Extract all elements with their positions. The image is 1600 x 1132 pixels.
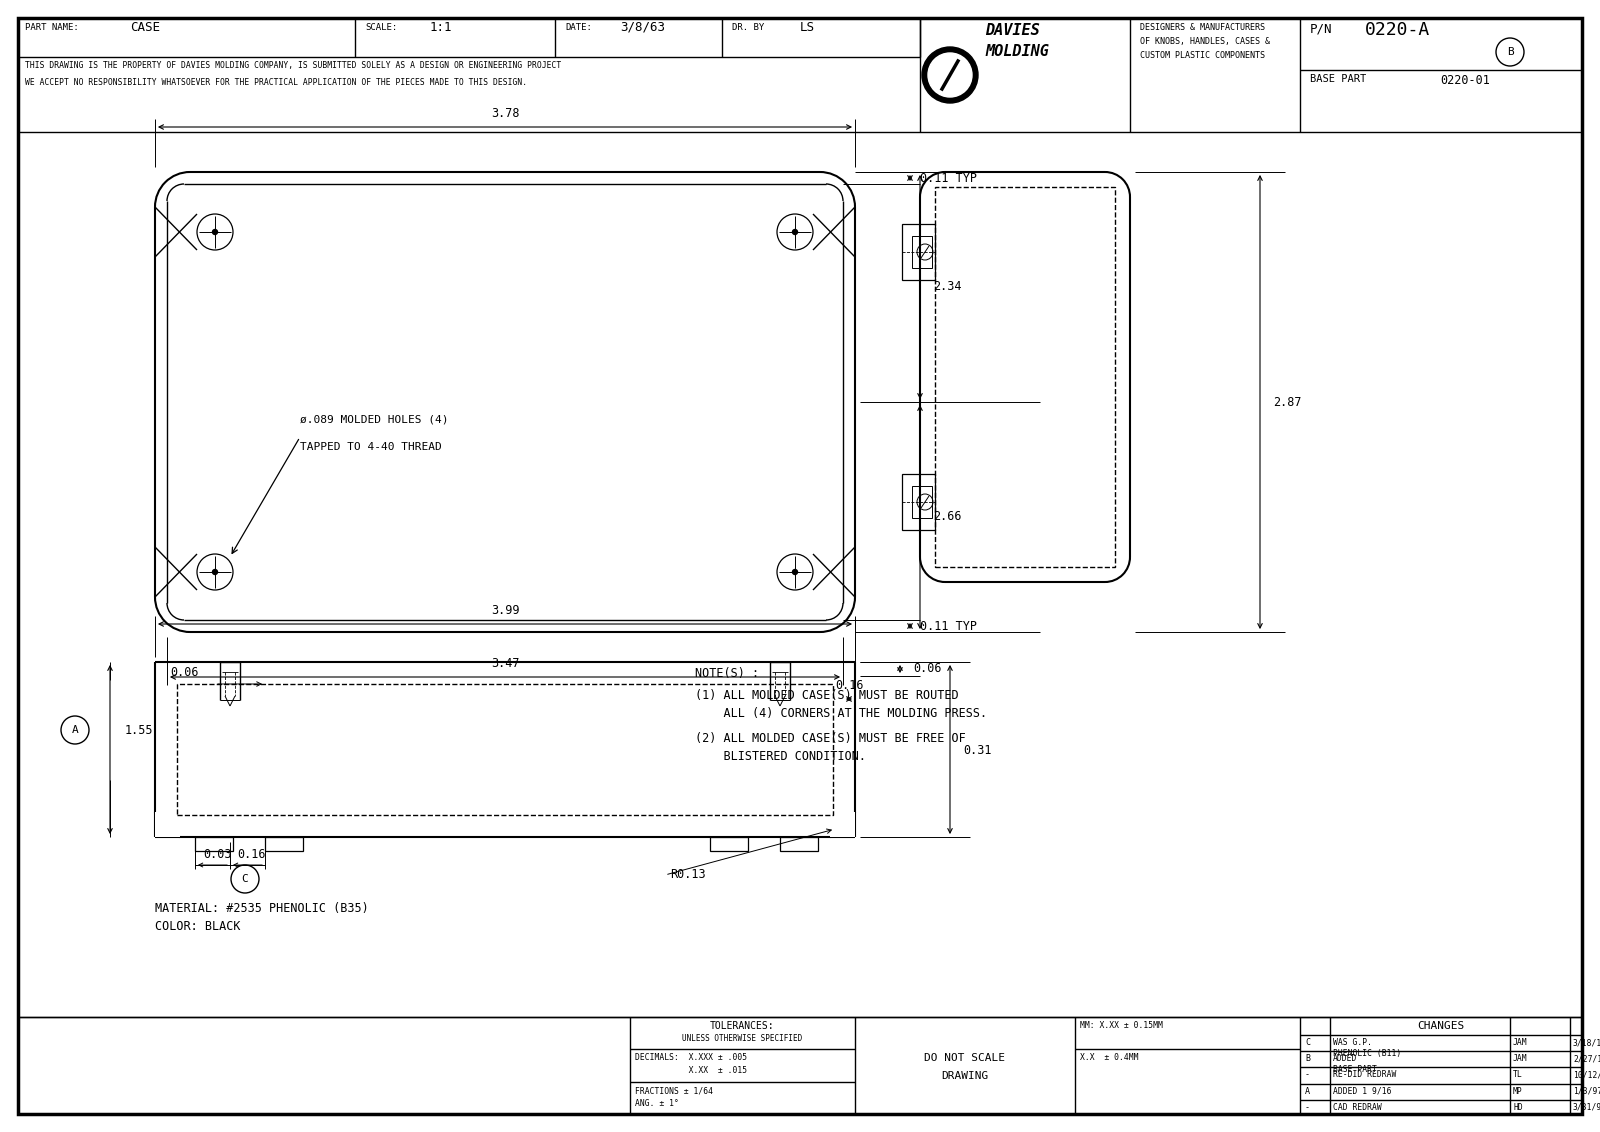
Bar <box>178 684 834 815</box>
Text: 0.06: 0.06 <box>170 666 198 679</box>
Text: A: A <box>72 724 78 735</box>
Bar <box>266 837 302 851</box>
Text: OF KNOBS, HANDLES, CASES &: OF KNOBS, HANDLES, CASES & <box>1139 37 1270 46</box>
Text: LS: LS <box>800 22 814 34</box>
Bar <box>902 224 934 280</box>
Text: BASE PART: BASE PART <box>1310 74 1366 84</box>
Text: ADDED 1 9/16: ADDED 1 9/16 <box>1333 1087 1392 1096</box>
Bar <box>155 812 179 837</box>
Text: PHENOLIC (B11): PHENOLIC (B11) <box>1333 1049 1402 1058</box>
Text: 2.87: 2.87 <box>1274 395 1301 409</box>
Text: 0220-01: 0220-01 <box>1440 74 1490 87</box>
Bar <box>710 837 749 851</box>
Text: DAVIES: DAVIES <box>986 23 1040 38</box>
Text: MM: X.XX ± 0.15MM: MM: X.XX ± 0.15MM <box>1080 1021 1163 1030</box>
Text: NOTE(S) :: NOTE(S) : <box>694 667 758 680</box>
Text: C: C <box>242 874 248 884</box>
Text: 2/27/14: 2/27/14 <box>1573 1054 1600 1063</box>
Text: CHANGES: CHANGES <box>1418 1021 1464 1031</box>
Text: HD: HD <box>1514 1103 1523 1112</box>
Circle shape <box>928 53 973 97</box>
Text: 3.99: 3.99 <box>491 604 520 617</box>
Text: 3.78: 3.78 <box>491 108 520 120</box>
Text: CASE: CASE <box>130 22 160 34</box>
Text: DESIGNERS & MANUFACTURERS: DESIGNERS & MANUFACTURERS <box>1139 23 1266 32</box>
Text: B: B <box>1507 48 1514 57</box>
Circle shape <box>213 569 218 575</box>
Text: 3/18/16: 3/18/16 <box>1573 1038 1600 1047</box>
Circle shape <box>922 48 978 103</box>
Text: 0.31: 0.31 <box>963 744 992 756</box>
Bar <box>830 812 854 837</box>
Text: 0.11 TYP: 0.11 TYP <box>920 172 978 185</box>
Text: 3/8/63: 3/8/63 <box>621 22 666 34</box>
Text: 0.11 TYP: 0.11 TYP <box>920 619 978 633</box>
Text: 0.16: 0.16 <box>238 848 266 861</box>
Text: 1:1: 1:1 <box>430 22 453 34</box>
Text: BLISTERED CONDITION.: BLISTERED CONDITION. <box>694 751 866 763</box>
Text: COLOR: BLACK: COLOR: BLACK <box>155 920 240 933</box>
Text: 1.55: 1.55 <box>125 723 154 737</box>
Text: SCALE:: SCALE: <box>365 23 397 32</box>
Text: 0.03: 0.03 <box>203 848 232 861</box>
Bar <box>781 837 818 851</box>
Text: PART NAME:: PART NAME: <box>26 23 78 32</box>
Text: -: - <box>1306 1103 1310 1112</box>
Text: MP: MP <box>1514 1087 1523 1096</box>
Text: THIS DRAWING IS THE PROPERTY OF DAVIES MOLDING COMPANY, IS SUBMITTED SOLELY AS A: THIS DRAWING IS THE PROPERTY OF DAVIES M… <box>26 61 562 70</box>
Text: WAS G.P.: WAS G.P. <box>1333 1038 1373 1047</box>
Text: 3/31/95: 3/31/95 <box>1573 1103 1600 1112</box>
Text: B: B <box>1306 1054 1310 1063</box>
Text: ALL (4) CORNERS AT THE MOLDING PRESS.: ALL (4) CORNERS AT THE MOLDING PRESS. <box>694 708 987 720</box>
Text: 0220-A: 0220-A <box>1365 22 1430 38</box>
Text: CAD REDRAW: CAD REDRAW <box>1333 1103 1382 1112</box>
Text: RE-DID REDRAW: RE-DID REDRAW <box>1333 1071 1397 1079</box>
Text: 2.34: 2.34 <box>933 281 962 293</box>
Text: (2) ALL MOLDED CASE(S) MUST BE FREE OF: (2) ALL MOLDED CASE(S) MUST BE FREE OF <box>694 732 966 745</box>
Text: 0.06: 0.06 <box>914 662 941 676</box>
Text: X.XX  ± .015: X.XX ± .015 <box>635 1066 747 1075</box>
Text: BASE PART: BASE PART <box>1333 1065 1378 1074</box>
Text: 1/3/97: 1/3/97 <box>1573 1087 1600 1096</box>
Text: ø.089 MOLDED HOLES (4): ø.089 MOLDED HOLES (4) <box>301 415 448 424</box>
Text: C: C <box>1306 1038 1310 1047</box>
Text: MATERIAL: #2535 PHENOLIC (B35): MATERIAL: #2535 PHENOLIC (B35) <box>155 902 368 915</box>
Text: DECIMALS:  X.XXX ± .005: DECIMALS: X.XXX ± .005 <box>635 1053 747 1062</box>
Text: 2.66: 2.66 <box>933 511 962 523</box>
Text: DATE:: DATE: <box>565 23 592 32</box>
Text: X.X  ± 0.4MM: X.X ± 0.4MM <box>1080 1053 1139 1062</box>
Text: -: - <box>1306 1071 1310 1079</box>
Bar <box>912 235 931 268</box>
Text: JAM: JAM <box>1514 1054 1528 1063</box>
Text: (1) ALL MOLDED CASE(S) MUST BE ROUTED: (1) ALL MOLDED CASE(S) MUST BE ROUTED <box>694 689 958 702</box>
Text: JAM: JAM <box>1514 1038 1528 1047</box>
Text: 0.16: 0.16 <box>835 679 864 692</box>
Text: WE ACCEPT NO RESPONSIBILITY WHATSOEVER FOR THE PRACTICAL APPLICATION OF THE PIEC: WE ACCEPT NO RESPONSIBILITY WHATSOEVER F… <box>26 78 526 87</box>
Text: FRACTIONS ± 1/64: FRACTIONS ± 1/64 <box>635 1086 714 1095</box>
Circle shape <box>213 230 218 234</box>
Text: R0.13: R0.13 <box>670 868 706 882</box>
Text: DR. BY: DR. BY <box>733 23 765 32</box>
Circle shape <box>792 569 797 575</box>
Bar <box>912 486 931 518</box>
Text: P/N: P/N <box>1310 22 1333 35</box>
Text: DRAWING: DRAWING <box>941 1071 989 1081</box>
Text: ADDED: ADDED <box>1333 1054 1357 1063</box>
Text: TOLERANCES:: TOLERANCES: <box>710 1021 774 1031</box>
Circle shape <box>792 230 797 234</box>
Text: ANG. ± 1°: ANG. ± 1° <box>635 1099 678 1108</box>
Text: MOLDING: MOLDING <box>986 44 1050 59</box>
Text: 3.47: 3.47 <box>491 657 520 670</box>
Text: DO NOT SCALE: DO NOT SCALE <box>925 1053 1005 1063</box>
Text: CUSTOM PLASTIC COMPONENTS: CUSTOM PLASTIC COMPONENTS <box>1139 51 1266 60</box>
Text: UNLESS OTHERWISE SPECIFIED: UNLESS OTHERWISE SPECIFIED <box>682 1034 802 1043</box>
Bar <box>195 837 234 851</box>
Bar <box>902 474 934 530</box>
Text: TAPPED TO 4-40 THREAD: TAPPED TO 4-40 THREAD <box>301 441 442 452</box>
Text: 10/12/99: 10/12/99 <box>1573 1071 1600 1079</box>
Text: A: A <box>1306 1087 1310 1096</box>
Text: TL: TL <box>1514 1071 1523 1079</box>
Bar <box>934 187 1115 567</box>
